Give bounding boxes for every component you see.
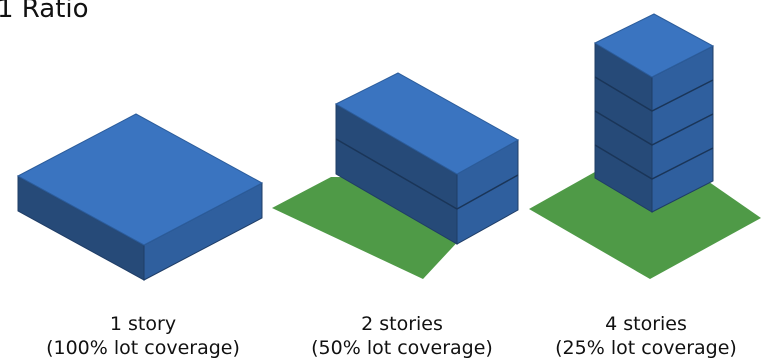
lot-4: [529, 141, 761, 279]
caption-4-stories: 4 stories (25% lot coverage): [536, 312, 756, 360]
building-2-roof: [334, 72, 520, 175]
caption-1-story: 1 story (100% lot coverage): [33, 312, 253, 360]
building-2-stories: [272, 72, 520, 279]
building-4-roof: [593, 13, 715, 78]
caption-2-stories-label: 2 stories: [361, 313, 443, 335]
caption-1-story-label: 1 story: [109, 313, 177, 335]
caption-1-story-coverage: (100% lot coverage): [46, 337, 240, 359]
building-4-floor-line-1: [594, 76, 714, 112]
building-4-stories: [529, 13, 761, 279]
building-4-floor-line-3: [594, 144, 714, 180]
caption-2-stories-coverage: (50% lot coverage): [311, 337, 493, 359]
building-4-floor-line-2: [594, 110, 714, 146]
building-2-floor-line-right: [456, 174, 519, 210]
caption-4-stories-coverage: (25% lot coverage): [555, 337, 737, 359]
building-1-story: [16, 113, 264, 281]
diagram-title: 1 Ratio: [0, 0, 89, 24]
building-1-roof: [16, 113, 264, 246]
caption-4-stories-label: 4 stories: [605, 313, 687, 335]
building-2-floor-line: [335, 138, 458, 210]
caption-2-stories: 2 stories (50% lot coverage): [292, 312, 512, 360]
